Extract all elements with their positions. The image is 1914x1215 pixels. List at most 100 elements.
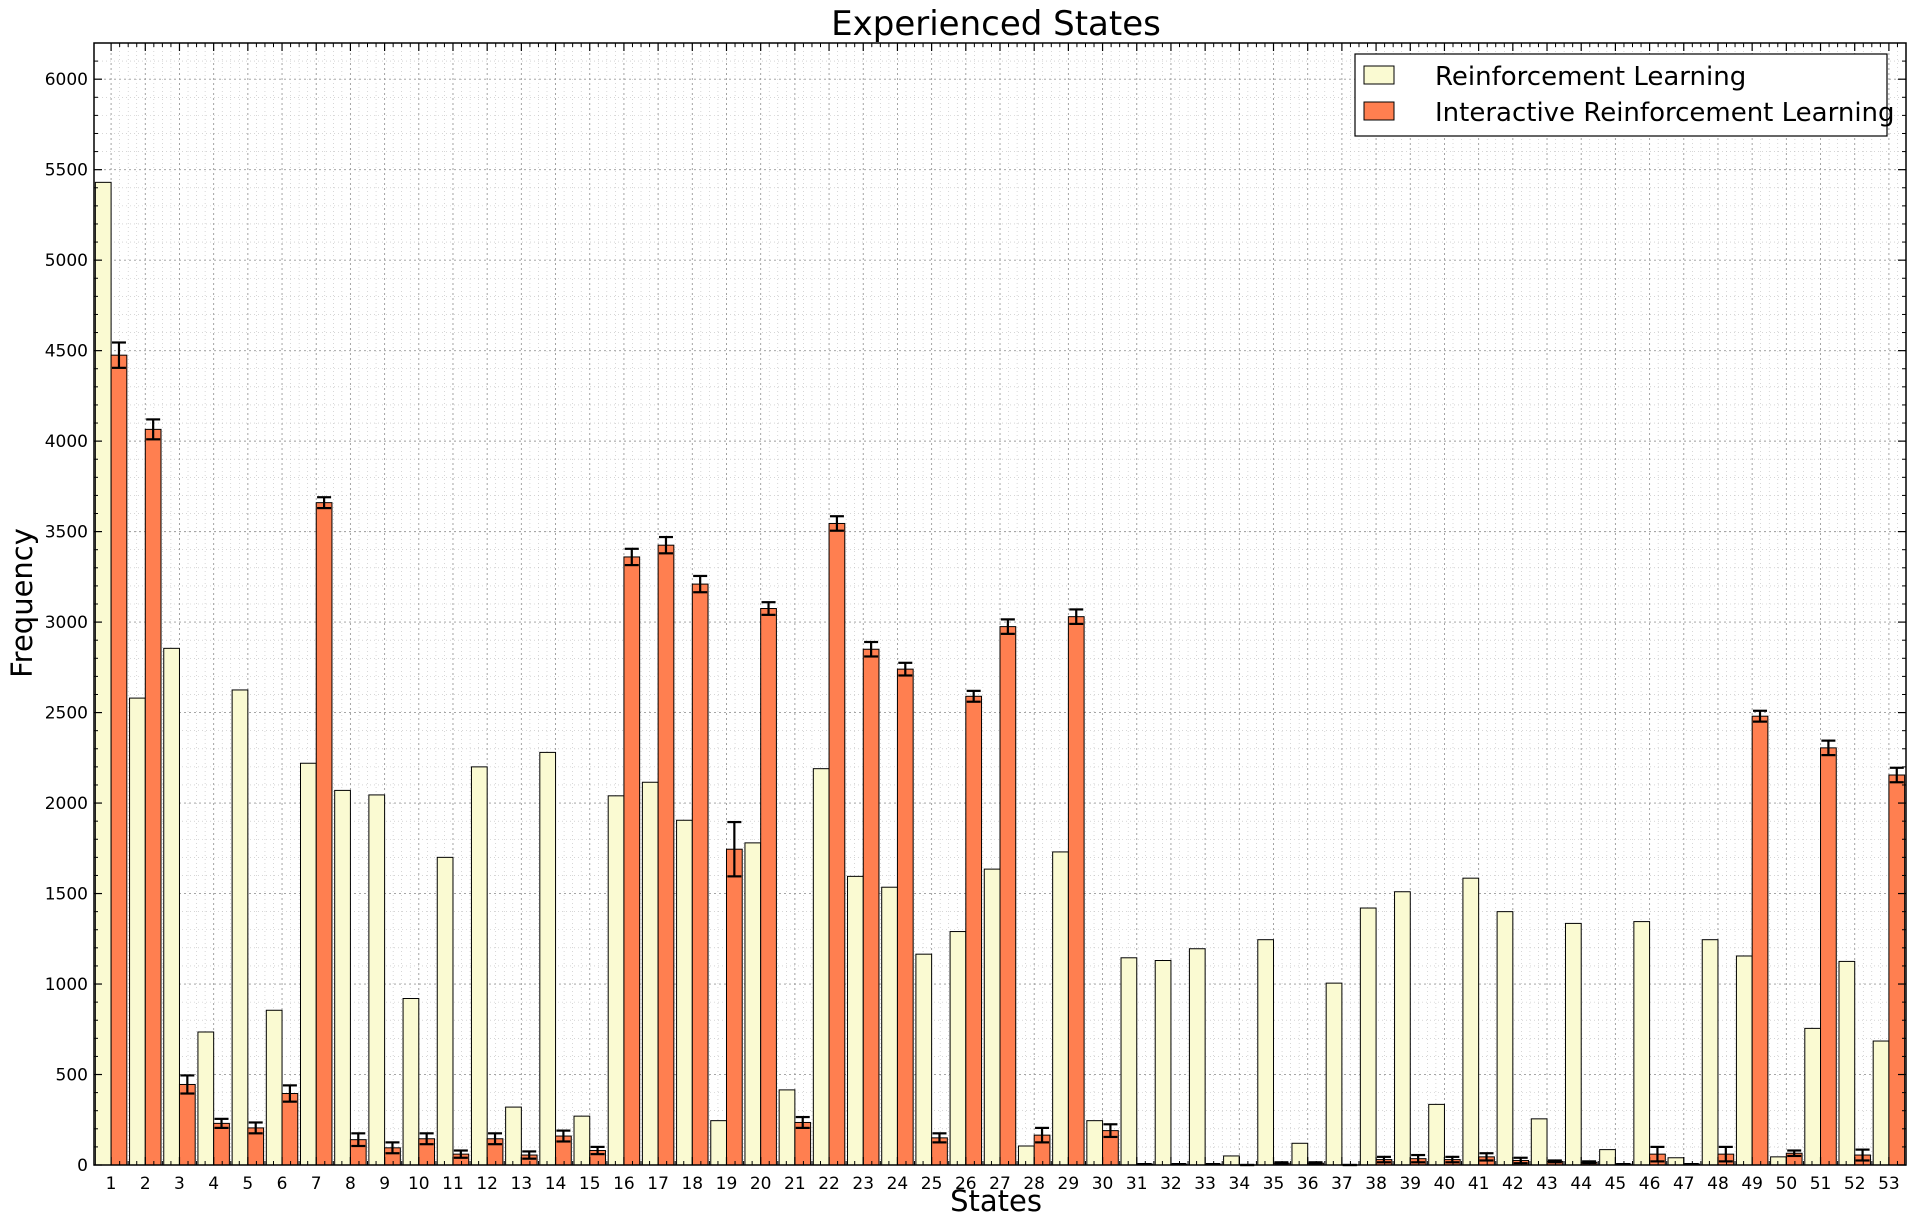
bar-irl [1820,747,1837,1166]
x-tick-label: 41 [1468,1174,1490,1194]
x-tick-label: 33 [1194,1174,1216,1194]
bar-rl [94,181,112,1166]
legend-swatch-rl [1363,65,1395,85]
x-tick-label: 22 [818,1174,840,1194]
bar-rl [812,768,830,1166]
x-tick-label: 27 [989,1174,1011,1194]
x-tick-label: 12 [476,1174,498,1194]
bar-irl [999,626,1017,1166]
x-tick-label: 24 [887,1174,909,1194]
x-tick-label: 16 [613,1174,635,1194]
bar-rl [778,1089,796,1166]
y-axis-label: Frequency [5,528,39,678]
legend-swatch-irl [1363,101,1395,121]
bar-irl [691,583,709,1166]
bar-rl [1564,922,1582,1166]
y-tick-label: 1000 [45,975,88,995]
bar-rl [470,766,488,1166]
x-tick-label: 14 [545,1174,567,1194]
bar-rl [881,886,898,1166]
x-tick-label: 2 [140,1174,151,1194]
x-tick-label: 35 [1263,1174,1285,1194]
bar-rl [744,842,762,1166]
x-tick-label: 49 [1741,1174,1763,1194]
x-tick-label: 36 [1297,1174,1319,1194]
bar-rl [1872,1040,1890,1166]
y-tick-label: 4500 [45,342,88,362]
bar-rl [1394,891,1411,1166]
bar-rl [915,953,933,1166]
bar-rl [231,689,249,1166]
bar-rl [539,751,557,1166]
bar-rl [1599,1149,1616,1166]
x-tick-label: 34 [1229,1174,1251,1194]
x-tick-label: 23 [852,1174,874,1194]
x-tick-label: 11 [442,1174,464,1194]
x-axis-label: States [950,1184,1042,1215]
y-tick-labels: 0 500 1000 1500 2000 2500 3000 3500 4000 4500 5000… [45,70,88,1176]
bar-irl [657,544,675,1166]
bar-irl [896,668,914,1166]
bar-rl [1359,907,1377,1166]
bar-irl [213,1122,230,1166]
x-tick-label: 8 [345,1174,356,1194]
x-tick-label: 19 [716,1174,738,1194]
x-tick-label: 1 [106,1174,117,1194]
bar-rl [1701,939,1719,1166]
bar-rl [334,789,351,1166]
x-tick-label: 45 [1605,1174,1627,1194]
x-tick-label: 48 [1707,1174,1729,1194]
y-tick-label: 2500 [45,704,88,724]
bar-rl [1428,1103,1445,1166]
bar-rl [265,1009,283,1166]
x-tick-label: 46 [1639,1174,1661,1194]
y-tick-label: 6000 [45,70,88,90]
x-tick-label: 31 [1126,1174,1148,1194]
y-tick-label: 5000 [45,251,88,271]
bars [94,181,1906,1166]
x-tick-label: 50 [1776,1174,1798,1194]
bar-rl [1052,851,1069,1166]
error-bars [111,341,1904,1167]
bar-rl [1838,960,1856,1166]
y-tick-label: 3500 [45,523,88,543]
x-tick-label: 6 [277,1174,288,1194]
bar-rl [1223,1155,1240,1166]
y-tick-label: 4000 [45,432,88,452]
bar-rl [641,781,659,1166]
legend: Reinforcement Learning Interactive Reinf… [1354,53,1895,137]
bar-rl [710,1120,727,1166]
x-tick-label: 51 [1810,1174,1832,1194]
bar-irl [725,848,743,1166]
bar-irl [623,556,641,1166]
bar-irl [828,522,846,1166]
bar-rl [607,795,625,1166]
bar-rl [402,998,420,1166]
bar-rl [1086,1120,1104,1166]
bar-rl [1735,955,1753,1166]
y-tick-label: 1500 [45,885,88,905]
bar-rl [129,697,146,1166]
x-tick-label: 28 [1023,1174,1045,1194]
x-tick-label: 39 [1399,1174,1421,1194]
bar-rl [1667,1157,1685,1166]
bar-rl [1154,960,1172,1166]
bar-rl [847,875,864,1166]
x-tick-label: 29 [1058,1174,1080,1194]
bar-irl [144,428,162,1166]
y-tick-label: 3000 [45,613,88,633]
bar-irl [1751,715,1769,1166]
bar-rl [299,762,317,1166]
bar-rl [1462,877,1480,1166]
bar-rl [1804,1027,1822,1166]
x-tick-label: 4 [208,1174,219,1194]
x-tick-label: 20 [750,1174,772,1194]
bar-irl [965,695,983,1166]
bar-irl [110,354,128,1166]
x-tick-label: 10 [408,1174,430,1194]
y-tick-label: 2000 [45,794,88,814]
x-tick-label: 17 [647,1174,669,1194]
x-tick-label: 9 [379,1174,390,1194]
bar-rl [163,647,180,1166]
